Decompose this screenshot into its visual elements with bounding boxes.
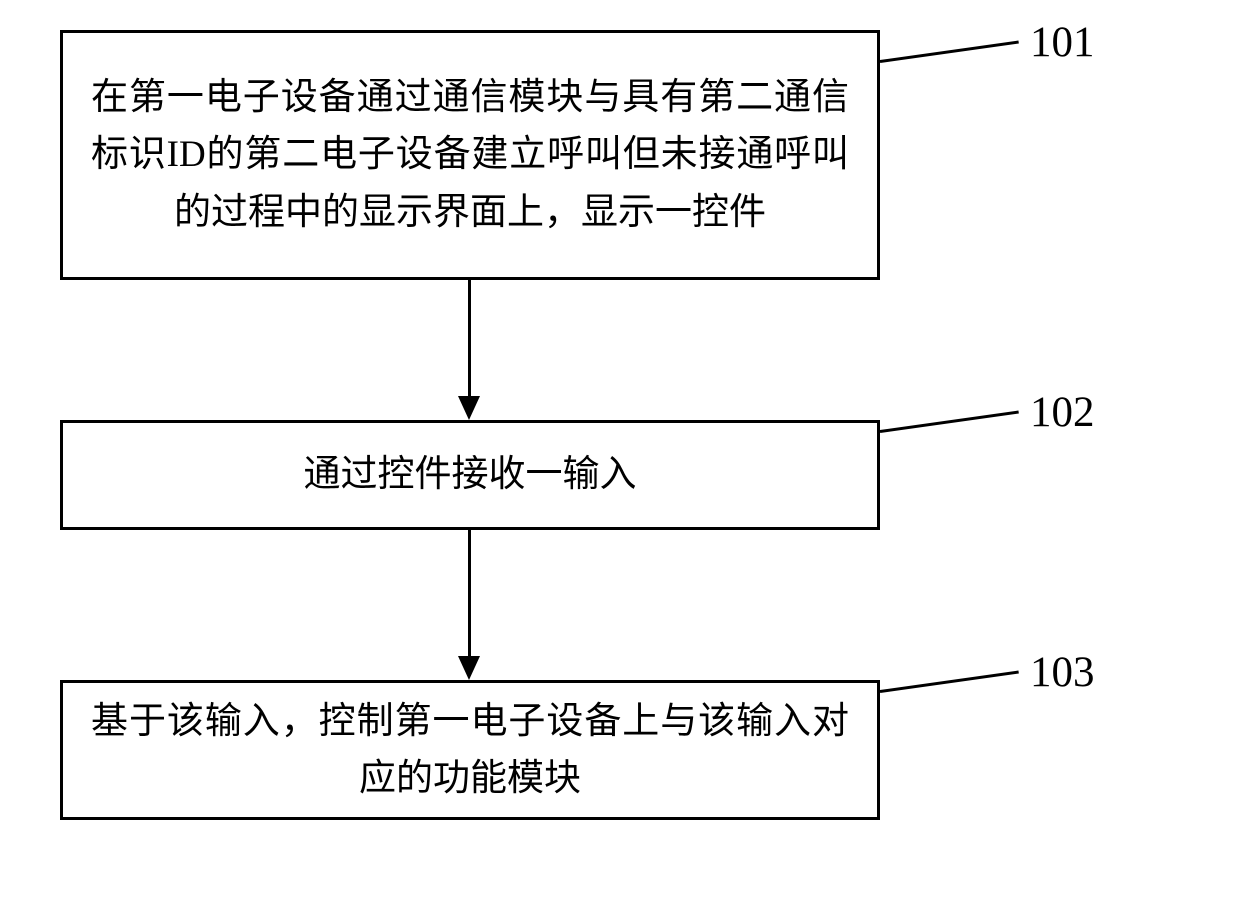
lead-line-1: [880, 41, 1019, 63]
arrow-2-3-head: [458, 656, 480, 680]
flow-node-1: 在第一电子设备通过通信模块与具有第二通信标识ID的第二电子设备建立呼叫但未接通呼…: [60, 30, 880, 280]
flow-node-3-text: 基于该输入，控制第一电子设备上与该输入对应的功能模块: [91, 693, 849, 808]
flow-node-1-text: 在第一电子设备通过通信模块与具有第二通信标识ID的第二电子设备建立呼叫但未接通呼…: [91, 69, 849, 241]
arrow-2-3-shaft: [468, 530, 471, 658]
flow-node-3: 基于该输入，控制第一电子设备上与该输入对应的功能模块: [60, 680, 880, 820]
flow-label-2: 102: [1030, 388, 1095, 437]
arrow-1-2-head: [458, 396, 480, 420]
flow-node-2: 通过控件接收一输入: [60, 420, 880, 530]
lead-line-3: [880, 671, 1019, 693]
flow-node-2-text: 通过控件接收一输入: [304, 446, 637, 503]
flow-label-1: 101: [1030, 18, 1095, 67]
lead-line-2: [880, 411, 1019, 433]
flow-label-3: 103: [1030, 648, 1095, 697]
arrow-1-2-shaft: [468, 280, 471, 398]
